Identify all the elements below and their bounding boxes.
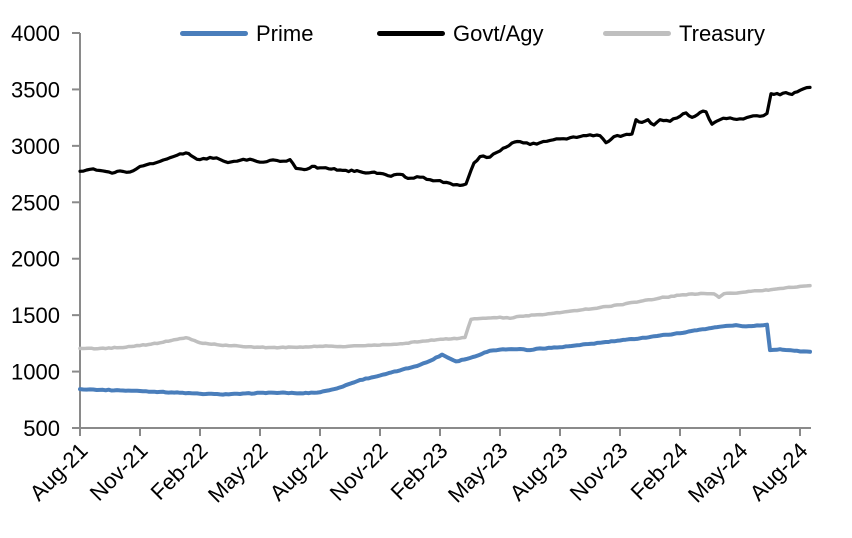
- legend-item-govt-agy: Govt/Agy: [377, 21, 543, 46]
- series-line-govt-agy: [78, 85, 812, 187]
- x-tick-label: Aug-23: [505, 438, 573, 506]
- y-tick-label: 2500: [11, 190, 60, 215]
- series-line-prime: [78, 322, 812, 397]
- x-tick-label: Nov-21: [85, 438, 153, 506]
- x-tick-label: Nov-22: [325, 438, 393, 506]
- legend-item-prime: Prime: [180, 21, 313, 46]
- legend-line-treasury: [603, 31, 671, 36]
- x-tick-label: May-22: [203, 438, 273, 508]
- y-tick-label: 3500: [11, 77, 60, 102]
- y-tick-label: 4000: [11, 21, 60, 46]
- x-tick-label: Aug-24: [745, 438, 813, 506]
- x-tick-label: Feb-23: [386, 438, 453, 505]
- x-tick-label: May-24: [683, 438, 753, 508]
- legend-item-treasury: Treasury: [603, 21, 765, 46]
- legend-label-treasury: Treasury: [679, 21, 765, 46]
- x-tick-label: Feb-24: [626, 438, 693, 505]
- legend-line-prime: [180, 31, 248, 36]
- x-tick-label: Aug-22: [265, 438, 333, 506]
- x-tick-label: Aug-21: [25, 438, 93, 506]
- x-tick-label: May-23: [443, 438, 513, 508]
- series-line-treasury: [78, 283, 812, 351]
- legend-label-govt-agy: Govt/Agy: [453, 21, 544, 46]
- legend-line-govt-agy: [377, 31, 445, 36]
- y-tick-label: 1000: [11, 360, 60, 385]
- y-tick-label: 1500: [11, 303, 60, 328]
- y-tick-label: 500: [23, 416, 60, 441]
- x-tick-label: Nov-23: [565, 438, 633, 506]
- y-tick-label: 2000: [11, 247, 60, 272]
- legend-label-prime: Prime: [256, 21, 314, 46]
- y-tick-label: 3000: [11, 134, 60, 159]
- x-tick-label: Feb-22: [146, 438, 213, 505]
